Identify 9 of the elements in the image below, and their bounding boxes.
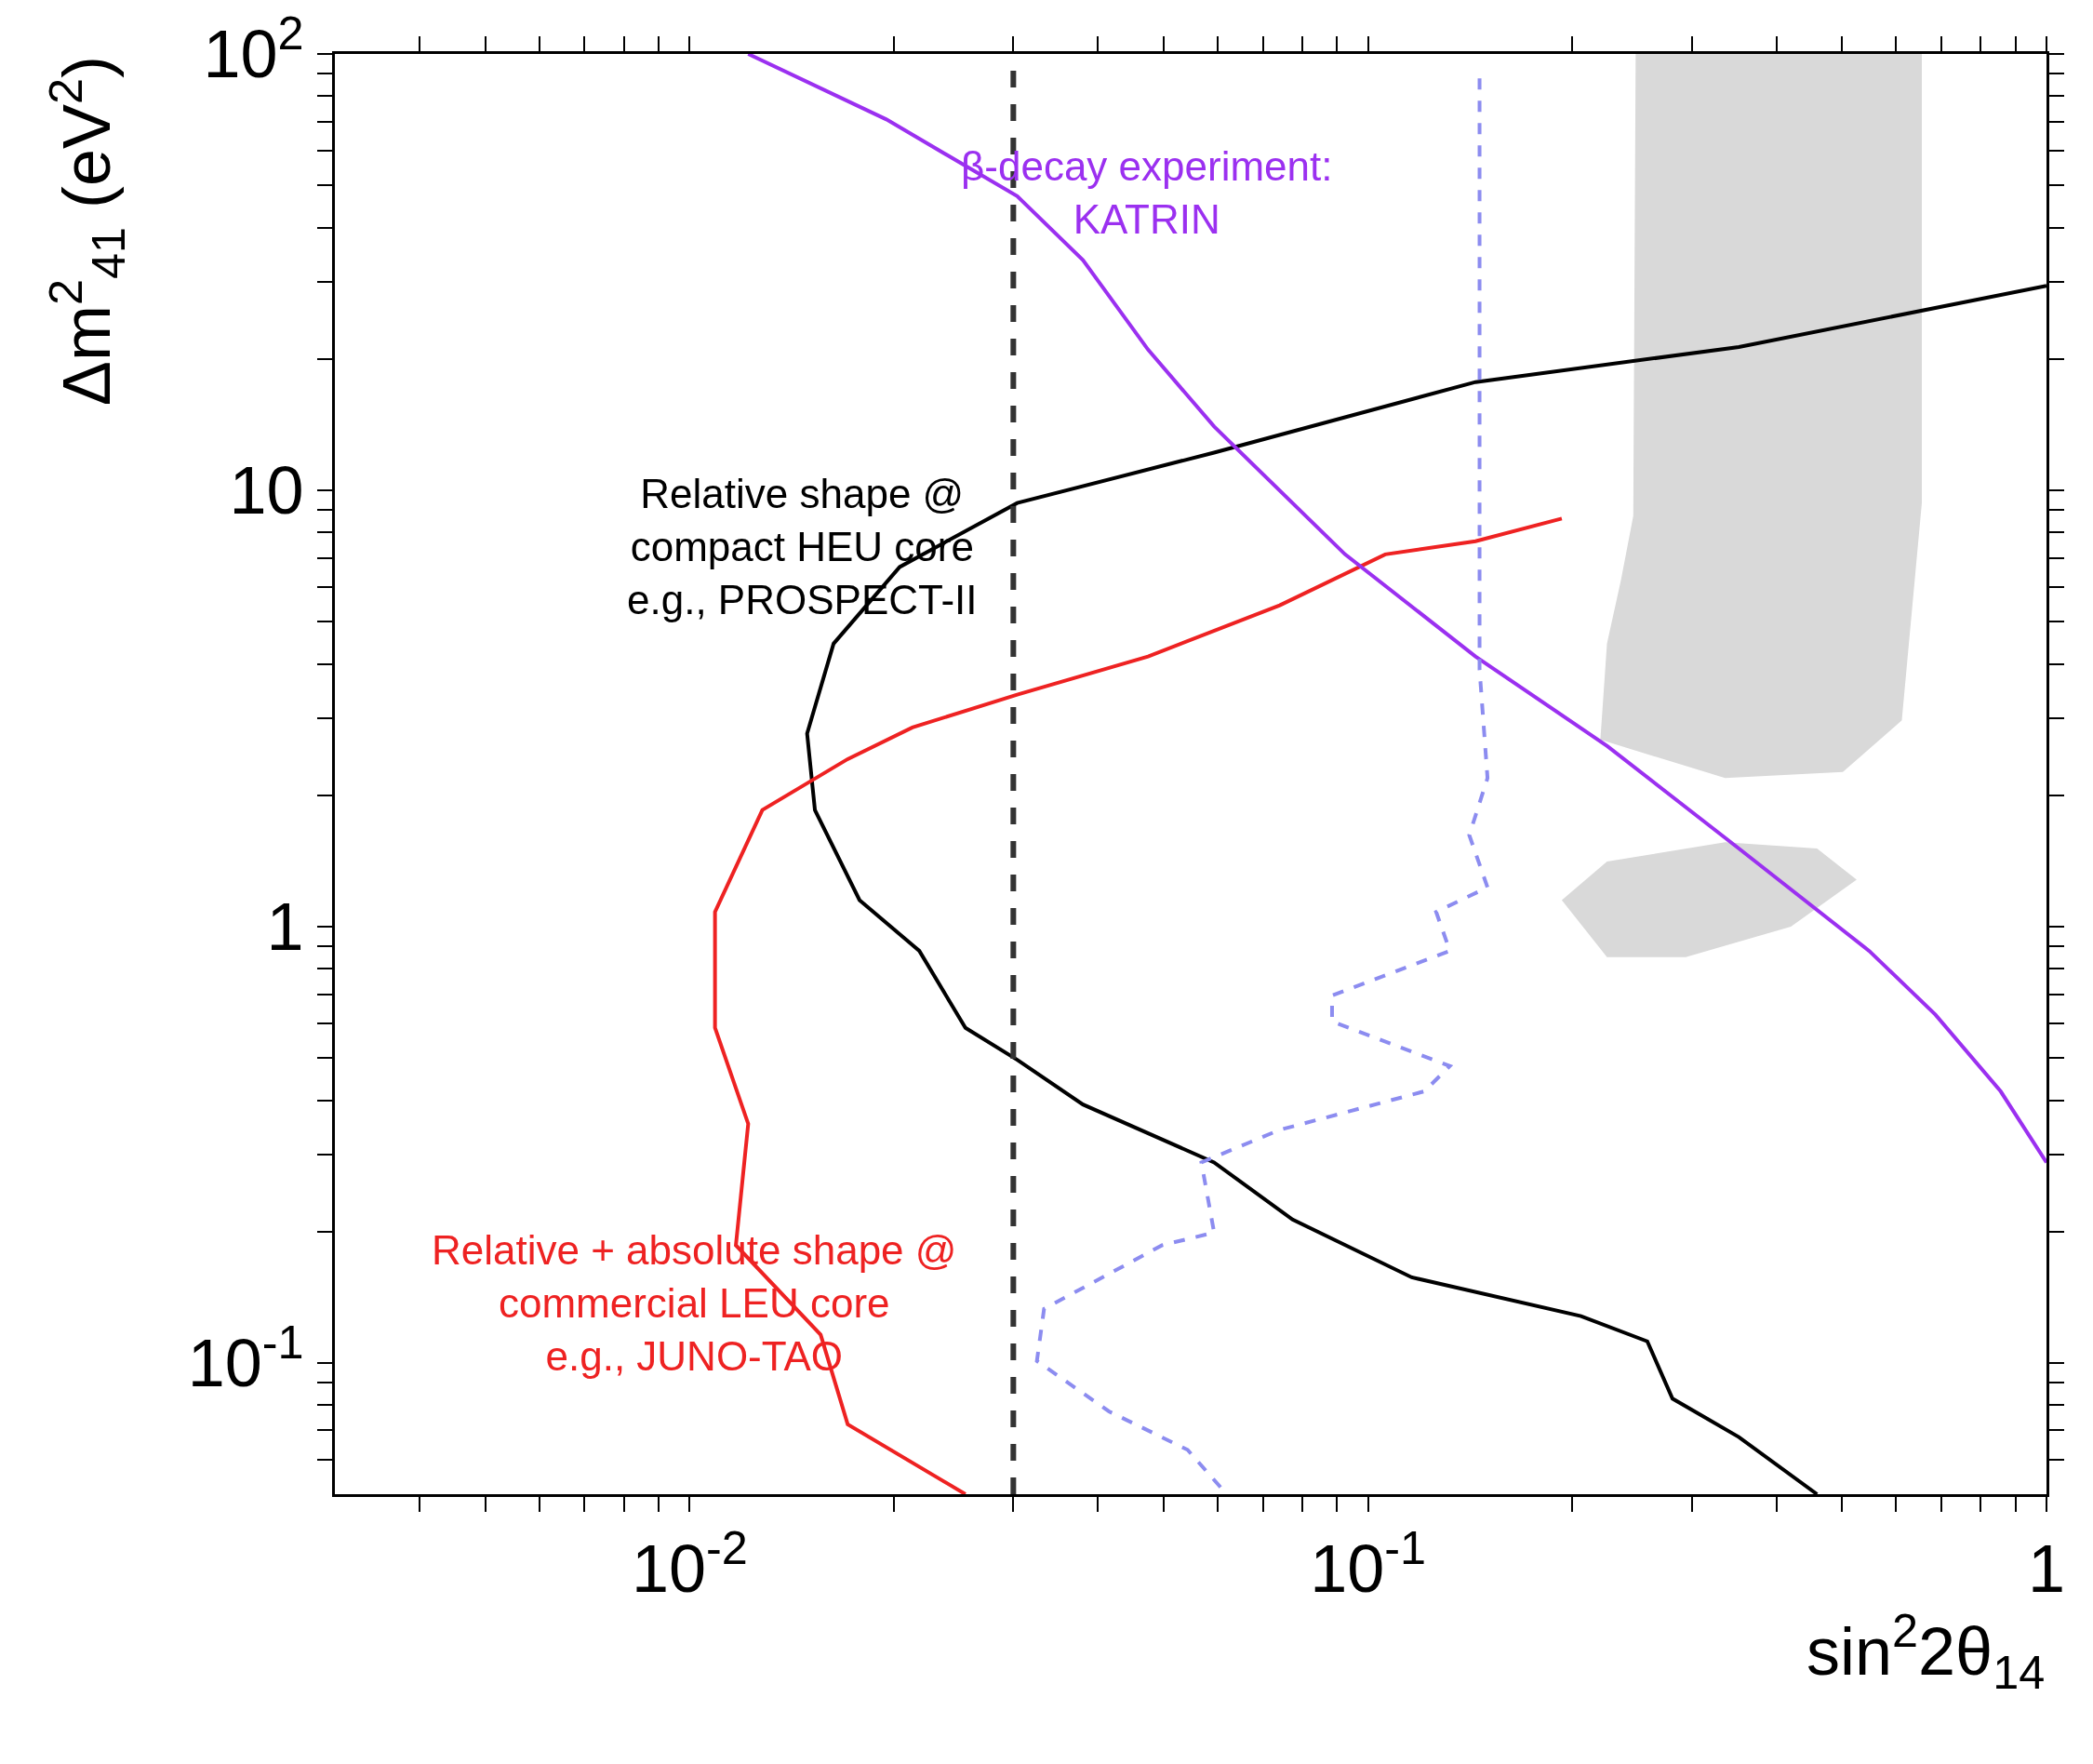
y-tick-label: 10$^{-1}$: [187, 1315, 304, 1401]
x-tick-label: 10$^{-1}$: [1310, 1521, 1427, 1607]
x-axis-title: sin$^{2}$2θ$_{14}$: [1806, 1604, 2046, 1700]
x-tick-label: 10$^{-2}$: [631, 1521, 748, 1607]
y-tick-label: 10$^{2}$: [203, 6, 304, 92]
x-tick-label: 1: [2027, 1531, 2066, 1607]
y-tick-label: 1: [266, 889, 304, 965]
series-label: β-decay experiment: KATRIN: [961, 143, 1333, 243]
y-tick-label: 10: [229, 453, 304, 528]
